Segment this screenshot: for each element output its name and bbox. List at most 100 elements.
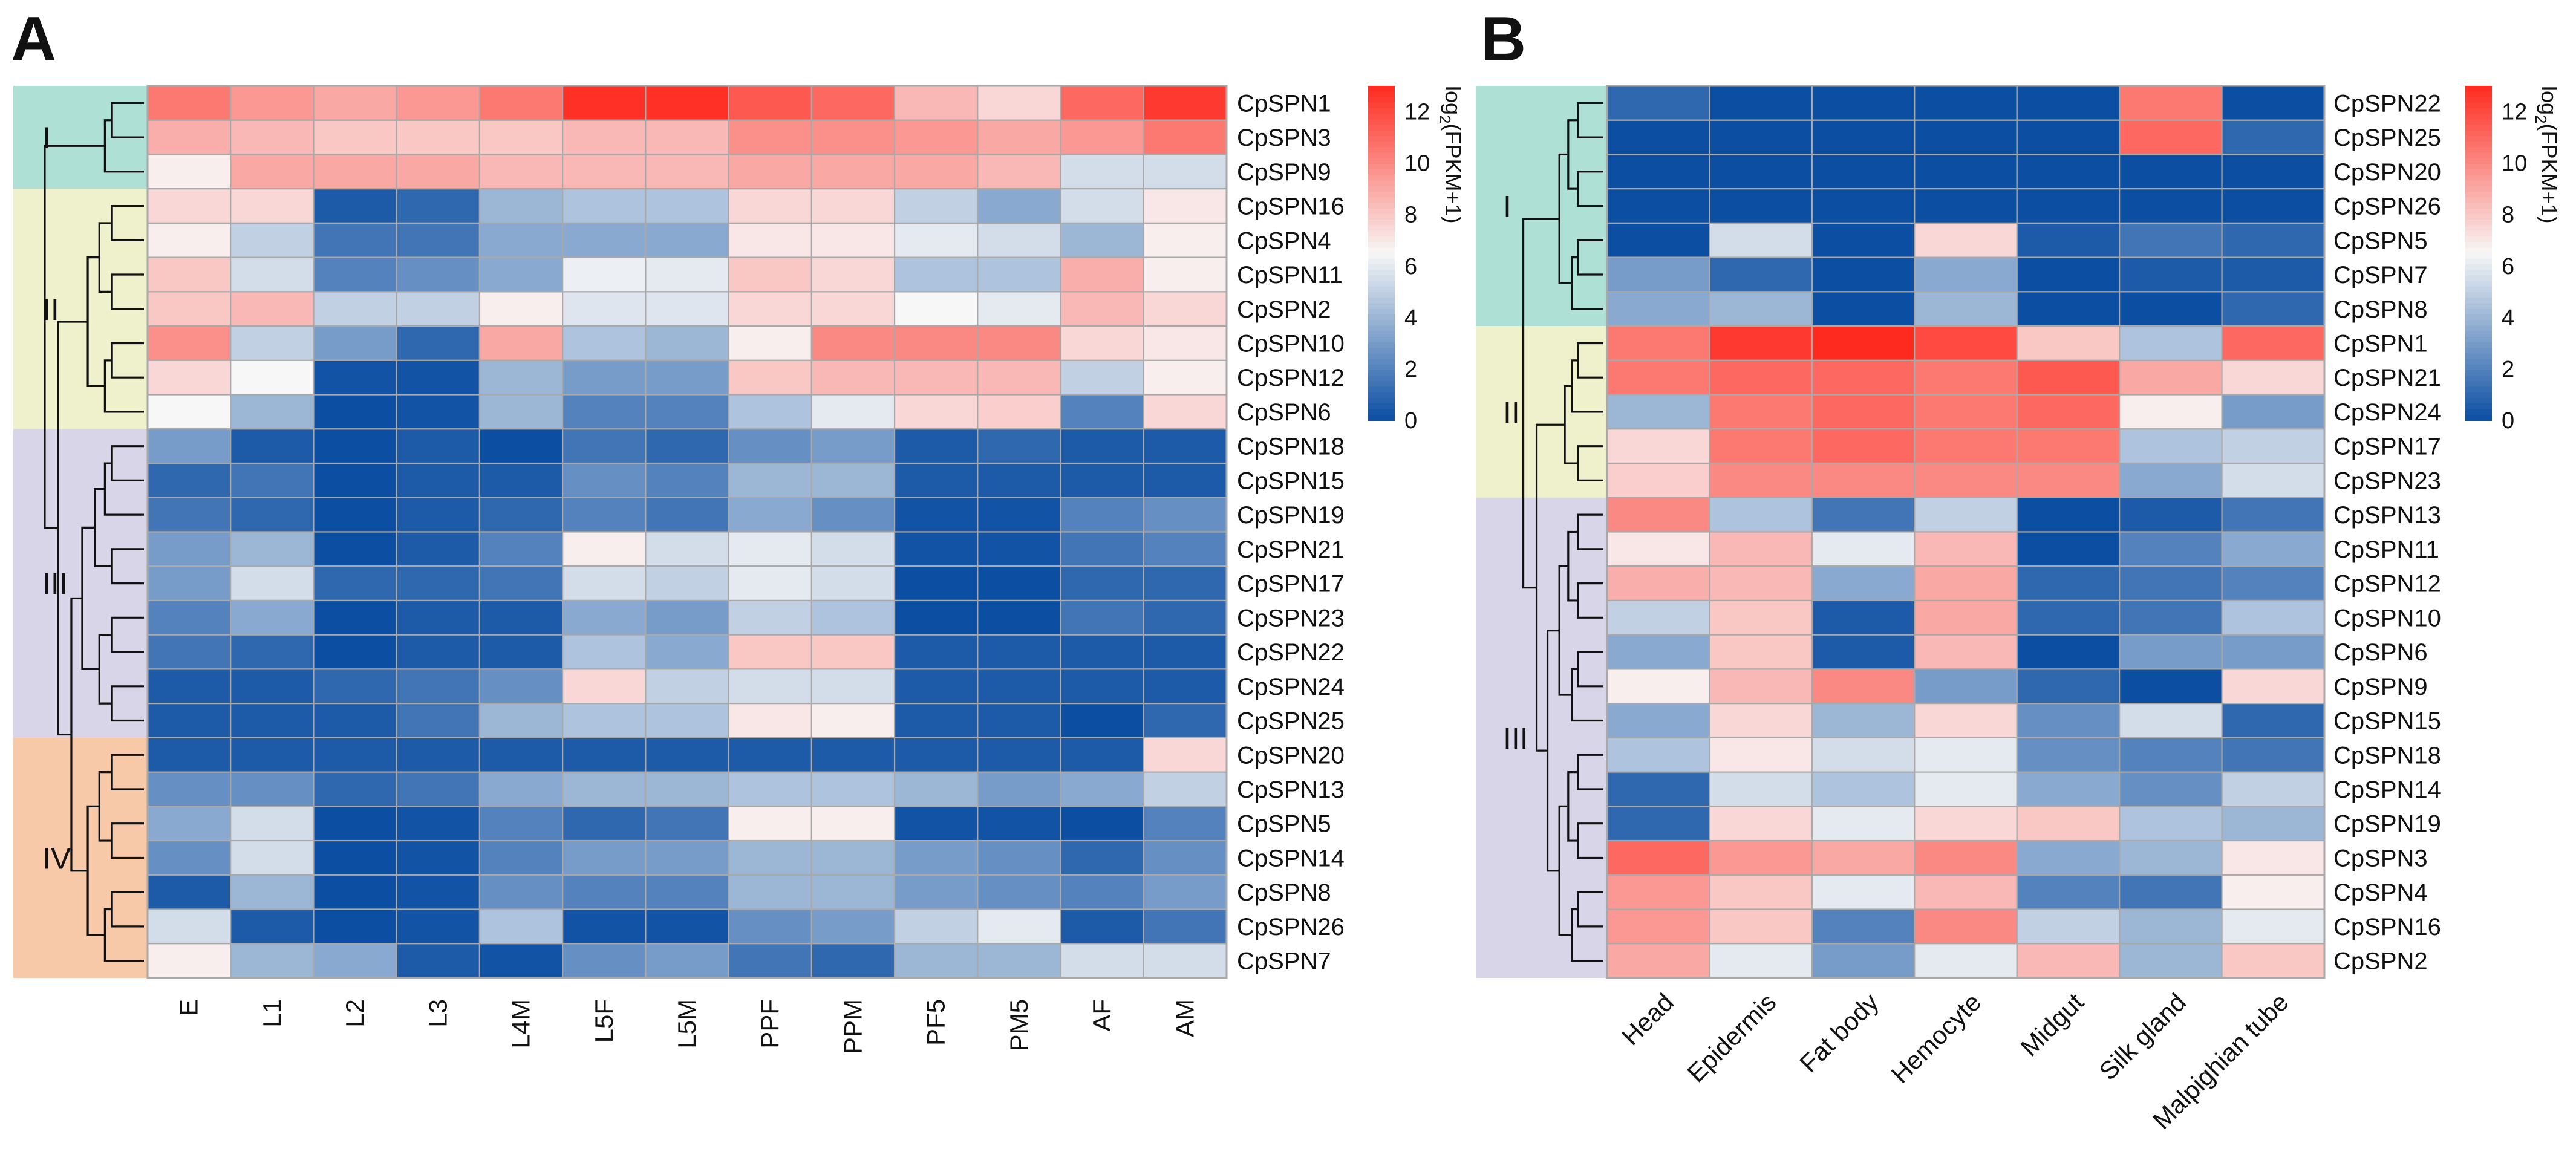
heatmap-cell bbox=[1709, 668, 1813, 705]
heatmap-cell bbox=[1709, 497, 1813, 533]
heatmap-cell bbox=[2016, 668, 2121, 705]
heatmap-cell bbox=[2119, 806, 2223, 842]
heatmap-cell bbox=[230, 394, 315, 430]
heatmap-cell bbox=[893, 394, 979, 430]
heatmap-cell bbox=[1914, 737, 2018, 773]
colorbar-segment bbox=[1368, 186, 1395, 193]
heatmap-cell bbox=[728, 668, 812, 705]
row-label: CpSPN16 bbox=[1237, 194, 1345, 220]
heatmap-cell bbox=[645, 394, 729, 430]
colorbar-segment bbox=[2465, 342, 2492, 349]
heatmap-cell bbox=[645, 497, 729, 533]
heatmap-cell bbox=[1606, 943, 1710, 979]
colorbar-segment bbox=[2465, 258, 2492, 265]
colorbar-segment bbox=[1368, 230, 1395, 237]
heatmap-cell bbox=[2221, 771, 2326, 807]
colorbar-segment bbox=[2465, 325, 2492, 332]
heatmap-cell bbox=[562, 565, 647, 602]
colorbar-segment bbox=[1368, 392, 1395, 399]
colorbar-segment bbox=[1368, 125, 1395, 131]
row-label: CpSPN22 bbox=[2333, 90, 2441, 117]
heatmap-cell bbox=[146, 428, 232, 464]
colorbar-segment bbox=[2465, 242, 2492, 249]
heatmap-cell bbox=[1143, 85, 1228, 121]
heatmap-cell bbox=[2119, 668, 2223, 705]
heatmap-cell bbox=[2016, 119, 2121, 155]
colorbar-segment bbox=[2465, 86, 2492, 93]
heatmap-cell bbox=[2221, 668, 2326, 705]
heatmap-cell bbox=[893, 256, 979, 293]
heatmap-cell bbox=[562, 874, 647, 910]
heatmap-cell bbox=[1143, 497, 1228, 533]
heatmap-cell bbox=[1709, 839, 1813, 876]
row-label: CpSPN25 bbox=[1237, 708, 1345, 735]
heatmap-cell bbox=[1914, 874, 2018, 910]
colorbar-segment bbox=[1368, 220, 1395, 226]
heatmap-cell bbox=[230, 634, 315, 670]
heatmap-cell bbox=[562, 737, 647, 773]
panel-b-column-labels: Head Epidermis Fat body Hemocyte Midgut Silk … bbox=[1616, 988, 2294, 1135]
heatmap-cell bbox=[478, 497, 564, 533]
dendrogram-branch bbox=[1522, 218, 1560, 589]
heatmap-cell bbox=[1811, 908, 1916, 945]
heatmap-cell bbox=[1060, 325, 1144, 361]
colorbar-segment bbox=[1368, 370, 1395, 377]
heatmap-cell bbox=[1709, 359, 1813, 396]
heatmap-cell bbox=[2016, 565, 2121, 602]
heatmap-cell bbox=[977, 806, 1061, 842]
heatmap-cell bbox=[645, 359, 729, 396]
heatmap-cell bbox=[230, 703, 315, 738]
heatmap-cell bbox=[1811, 634, 1916, 670]
colorbar-segment bbox=[1368, 108, 1395, 115]
row-label: CpSPN24 bbox=[1237, 674, 1345, 700]
heatmap-cell bbox=[977, 85, 1061, 121]
heatmap-cell bbox=[893, 634, 979, 670]
heatmap-cell bbox=[2221, 943, 2326, 979]
row-label: CpSPN18 bbox=[1237, 434, 1345, 460]
row-label: CpSPN25 bbox=[2333, 125, 2441, 151]
heatmap-cell bbox=[313, 703, 397, 738]
heatmap-cell bbox=[1143, 462, 1228, 498]
heatmap-cell bbox=[562, 291, 647, 327]
heatmap-cell bbox=[1606, 806, 1710, 842]
colorbar-segment bbox=[1368, 398, 1395, 405]
panel-a-dendrogram bbox=[44, 102, 144, 962]
row-label: CpSPN14 bbox=[1237, 845, 1345, 871]
heatmap-cell bbox=[230, 291, 315, 327]
column-label: PM5 bbox=[1005, 999, 1033, 1051]
heatmap-cell bbox=[977, 874, 1061, 910]
heatmap-cell bbox=[396, 462, 481, 498]
colorbar-segment bbox=[1368, 97, 1395, 103]
column-label: L5M bbox=[673, 999, 701, 1049]
cluster-group-label: IV bbox=[42, 841, 71, 875]
heatmap-cell bbox=[1914, 359, 2018, 396]
colorbar-segment bbox=[1368, 253, 1395, 259]
heatmap-cell bbox=[810, 154, 896, 190]
heatmap-cell bbox=[893, 874, 979, 910]
heatmap-cell bbox=[230, 668, 315, 705]
heatmap-cell bbox=[810, 703, 896, 738]
heatmap-cell bbox=[1811, 85, 1916, 121]
heatmap-cell bbox=[1811, 154, 1916, 190]
row-label: CpSPN12 bbox=[2333, 571, 2441, 598]
heatmap-cell bbox=[728, 359, 812, 396]
heatmap-cell bbox=[977, 359, 1061, 396]
heatmap-cell bbox=[645, 634, 729, 670]
heatmap-cell bbox=[1060, 394, 1144, 430]
dendrogram-branch bbox=[1577, 754, 1603, 790]
heatmap-cell bbox=[1914, 703, 2018, 738]
heatmap-cell bbox=[1811, 531, 1916, 567]
colorbar-segment bbox=[2465, 320, 2492, 327]
heatmap-cell bbox=[2221, 806, 2326, 842]
heatmap-cell bbox=[313, 531, 397, 567]
colorbar-segment bbox=[2465, 230, 2492, 237]
heatmap-cell bbox=[645, 188, 729, 224]
colorbar-segment bbox=[1368, 275, 1395, 282]
column-label: PF5 bbox=[922, 999, 950, 1046]
heatmap-cell bbox=[810, 531, 896, 567]
heatmap-cell bbox=[2119, 839, 2223, 876]
colorbar-segment bbox=[2465, 102, 2492, 109]
